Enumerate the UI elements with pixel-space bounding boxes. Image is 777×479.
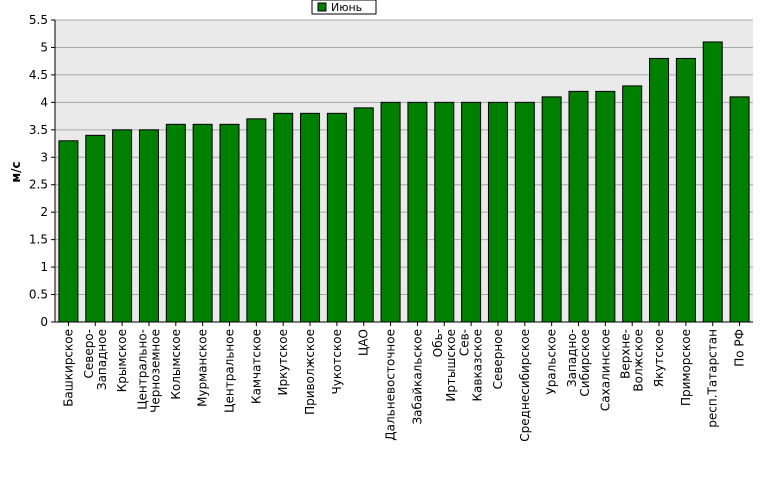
bar[interactable] bbox=[192, 123, 213, 323]
x-tick-label: Колымское bbox=[169, 329, 183, 400]
x-tick-label: ЦАО bbox=[357, 329, 371, 356]
legend-swatch bbox=[317, 2, 327, 12]
y-tick-label: 3 bbox=[40, 150, 48, 164]
x-tick-label: Черноземное bbox=[148, 329, 162, 413]
y-tick-label: 1.5 bbox=[29, 233, 48, 247]
bar[interactable] bbox=[568, 90, 589, 323]
bar[interactable] bbox=[622, 85, 643, 323]
y-tick-label: 0.5 bbox=[29, 288, 48, 302]
x-tick-label: Иркутское bbox=[276, 329, 290, 396]
x-tick-label: Центральное bbox=[223, 329, 237, 413]
bar[interactable] bbox=[85, 134, 106, 323]
bar[interactable] bbox=[300, 112, 321, 323]
x-tick-label: Уральское bbox=[545, 329, 559, 395]
bar[interactable] bbox=[541, 96, 562, 323]
x-tick-label: Приморское bbox=[679, 329, 693, 406]
bar[interactable] bbox=[487, 101, 508, 323]
bar[interactable] bbox=[461, 101, 482, 323]
x-tick-label: Сахалинское bbox=[598, 329, 612, 411]
x-tick-label: Якутское bbox=[652, 329, 666, 387]
bar[interactable] bbox=[273, 112, 294, 323]
bar[interactable] bbox=[165, 123, 186, 323]
bar[interactable] bbox=[407, 101, 428, 323]
x-tick-label: Дальневосточное bbox=[384, 329, 398, 441]
legend-label: Июнь bbox=[331, 1, 362, 14]
bar[interactable] bbox=[702, 41, 723, 323]
y-tick-label: 2.5 bbox=[29, 178, 48, 192]
y-tick-labels: 0 0.5 1 1.5 2 2.5 3 3.5 4 4.5 5 5.5 bbox=[29, 13, 55, 329]
x-tick-label: респ.Татарстан bbox=[706, 329, 720, 428]
x-tick-label: Западно- bbox=[565, 329, 579, 387]
y-tick-label: 3.5 bbox=[29, 123, 48, 137]
x-tick-label: По РФ bbox=[733, 329, 747, 367]
x-tick-label: Сев- bbox=[458, 329, 472, 356]
legend[interactable]: Июнь bbox=[311, 0, 377, 15]
x-tick-label: Верхне- bbox=[619, 329, 633, 379]
x-tick-label: Центрально- bbox=[135, 329, 149, 410]
x-tick-label: Мурманское bbox=[196, 329, 210, 407]
x-tick-label: Северное bbox=[491, 329, 505, 389]
x-tick-label: Обь- bbox=[431, 329, 445, 357]
x-tick-label: Забайкальское bbox=[410, 329, 424, 425]
y-tick-label: 1 bbox=[40, 260, 48, 274]
plot-area bbox=[55, 20, 753, 322]
y-tick-label: 5 bbox=[40, 40, 48, 54]
y-axis-label: м/с bbox=[9, 161, 23, 182]
y-tick-label: 5.5 bbox=[29, 13, 48, 27]
bar[interactable] bbox=[434, 101, 455, 323]
x-tick-label: Иртышское bbox=[444, 329, 458, 402]
bar[interactable] bbox=[675, 57, 696, 323]
x-tick-label: Приволжское bbox=[303, 329, 317, 415]
x-tick-label: Сибирское bbox=[578, 329, 592, 397]
bar[interactable] bbox=[138, 129, 159, 323]
bar[interactable] bbox=[246, 118, 267, 323]
y-tick-label: 2 bbox=[40, 205, 48, 219]
legend-box bbox=[311, 0, 377, 15]
bar[interactable] bbox=[595, 90, 616, 323]
x-tick-label: Волжское bbox=[632, 329, 646, 392]
x-tick-label: Крымское bbox=[115, 329, 129, 392]
x-tick-label: Башкирское bbox=[61, 329, 75, 407]
x-tick-labels: Башкирское Северо- Западное Крымское Централ… bbox=[61, 322, 747, 442]
x-tick-label: Северо- bbox=[82, 329, 96, 379]
x-tick-label: Чукотское bbox=[330, 329, 344, 394]
bar[interactable] bbox=[219, 123, 240, 323]
y-tick-label: 0 bbox=[40, 315, 48, 329]
y-tick-label: 4 bbox=[40, 95, 48, 109]
bar[interactable] bbox=[729, 96, 750, 323]
x-tick-label: Кавказское bbox=[471, 329, 485, 402]
bar[interactable] bbox=[514, 101, 535, 323]
x-tick-label: Западное bbox=[95, 329, 109, 390]
y-tick-label: 4.5 bbox=[29, 68, 48, 82]
bar[interactable] bbox=[380, 101, 401, 323]
bar[interactable] bbox=[649, 57, 670, 323]
bar[interactable] bbox=[353, 107, 374, 323]
bar[interactable] bbox=[326, 112, 347, 323]
bar[interactable] bbox=[58, 140, 79, 323]
bar[interactable] bbox=[112, 129, 133, 323]
axes bbox=[54, 20, 753, 323]
x-tick-label: Камчатское bbox=[249, 329, 263, 404]
x-tick-label: Среднесибирское bbox=[518, 329, 532, 442]
